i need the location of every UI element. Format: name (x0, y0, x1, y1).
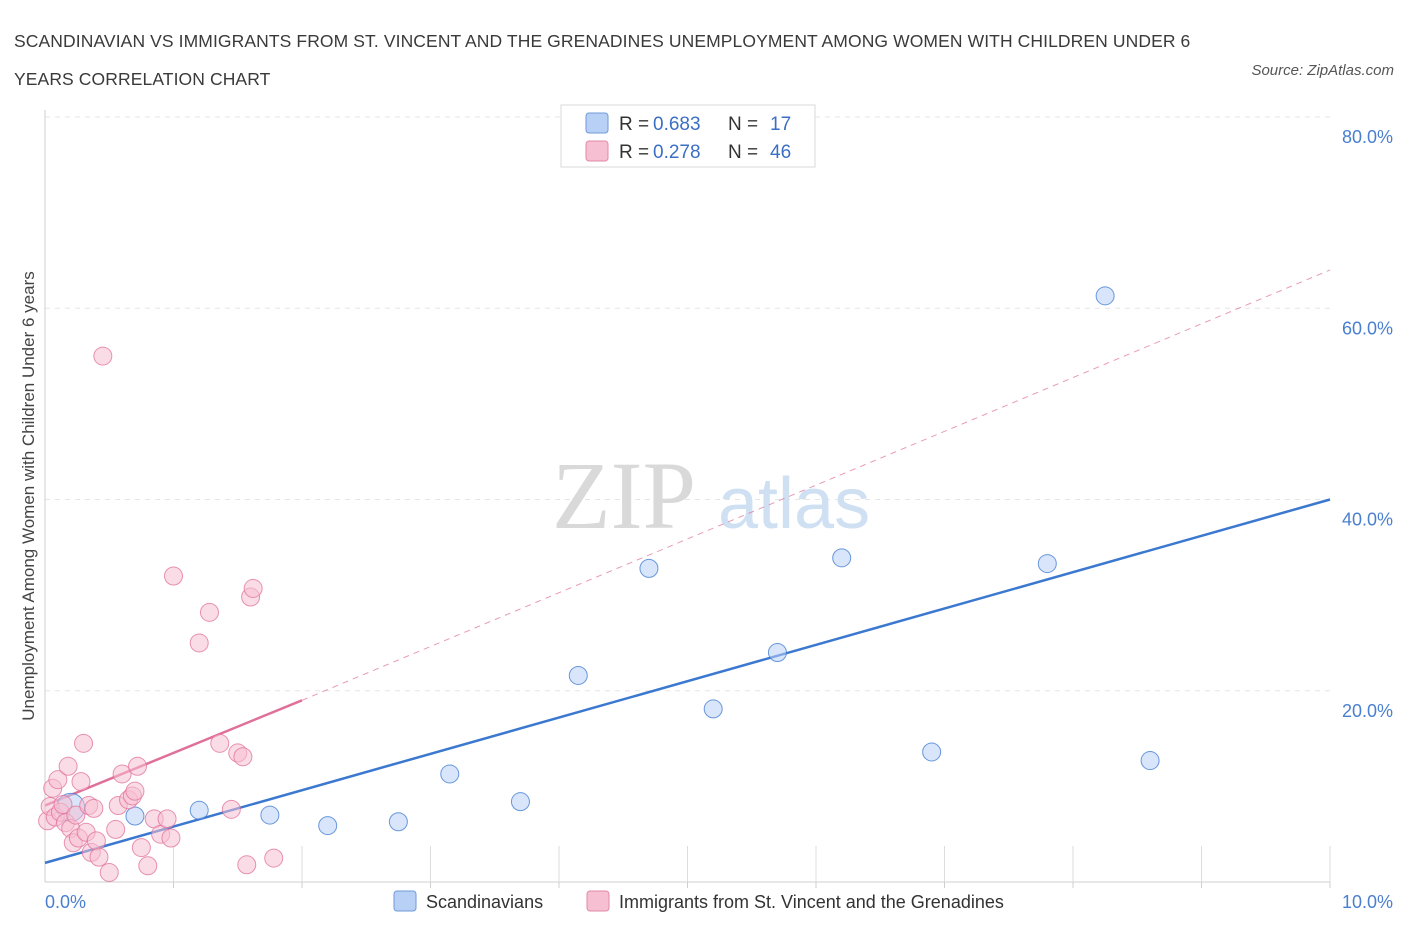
immigrant-point-45 (243, 578, 263, 598)
legend-box: R = 0.683 N = 17 R = 0.278 N = 46 (560, 104, 816, 168)
immigrant-point-43 (237, 855, 257, 875)
legend-r-value-2: 0.278 (653, 142, 701, 163)
x-ticks (173, 846, 1331, 888)
immigrant-point-28 (125, 781, 145, 801)
legend-r-value-1: 0.683 (653, 114, 701, 135)
scandinavian-point-16 (1140, 751, 1160, 771)
y-tick-labels: 20.0% 40.0% 60.0% 80.0% (1342, 127, 1393, 721)
scandinavian-point-5 (388, 812, 408, 832)
bottom-legend-label-immigrants: Immigrants from St. Vincent and the Gren… (619, 892, 1004, 912)
bottom-legend: Scandinavians Immigrants from St. Vincen… (393, 890, 1004, 912)
scandinavian-point-1 (125, 806, 145, 826)
scandinavian-point-9 (639, 558, 659, 578)
immigrant-point-30 (131, 838, 151, 858)
y-tick-label-20: 20.0% (1342, 701, 1393, 721)
immigrant-point-6 (53, 795, 73, 815)
scandinavian-point-13 (922, 742, 942, 762)
scandinavian-point-7 (510, 792, 530, 812)
immigrant-point-39 (210, 733, 230, 753)
watermark: ZIP atlas (552, 442, 870, 549)
legend-swatch-pink (585, 140, 609, 162)
immigrant-point-31 (138, 856, 158, 876)
immigrant-point-23 (106, 819, 126, 839)
legend-n-label-1: N = (728, 114, 758, 135)
immigrant-point-19 (86, 831, 106, 851)
trend-line-extension-1 (301, 269, 1331, 701)
immigrant-point-18 (84, 798, 104, 818)
bottom-legend-label-scandinavians: Scandinavians (426, 892, 543, 912)
y-tick-label-60: 60.0% (1342, 318, 1393, 338)
immigrant-point-21 (93, 346, 113, 366)
immigrant-point-20 (89, 847, 109, 867)
immigrant-point-4 (48, 770, 68, 790)
immigrant-point-37 (189, 633, 209, 653)
legend-r-label-2: R = (619, 142, 649, 163)
scandinavian-point-15 (1095, 286, 1115, 306)
scandinavian-point-12 (832, 548, 852, 568)
legend-n-value-1: 17 (770, 114, 791, 135)
immigrant-point-14 (74, 733, 94, 753)
legend-n-value-2: 46 (770, 142, 791, 163)
immigrant-point-11 (66, 805, 86, 825)
scandinavian-point-6 (440, 764, 460, 784)
scandinavian-point-14 (1037, 554, 1057, 574)
grid (45, 116, 1330, 692)
legend-r-label-1: R = (619, 114, 649, 135)
scandinavian-point-4 (318, 816, 338, 836)
scandinavian-point-10 (703, 699, 723, 719)
scandinavian-point-8 (568, 665, 588, 685)
bottom-legend-swatch-pink (586, 890, 610, 912)
watermark-atlas: atlas (718, 464, 870, 544)
immigrant-point-40 (221, 799, 241, 819)
source-label: Source: ZipAtlas.com (1251, 62, 1394, 79)
bottom-legend-swatch-blue (393, 890, 417, 912)
watermark-zip: ZIP (552, 442, 696, 549)
legend-swatch-blue (585, 112, 609, 134)
scandinavian-point-2 (189, 800, 209, 820)
trend-line-0 (44, 498, 1331, 865)
immigrant-point-22 (99, 862, 119, 882)
scandinavian-point-11 (767, 643, 787, 662)
immigrant-point-46 (264, 848, 284, 868)
scandinavian-point-3 (260, 805, 280, 825)
chart-title: SCANDINAVIAN VS IMMIGRANTS FROM ST. VINC… (14, 31, 1191, 89)
immigrant-point-34 (157, 809, 177, 829)
immigrant-point-42 (233, 747, 253, 767)
y-tick-label-80: 80.0% (1342, 127, 1393, 147)
y-tick-label-40: 40.0% (1342, 510, 1393, 530)
immigrant-point-25 (112, 764, 132, 784)
x-tick-label-min: 0.0% (45, 892, 86, 912)
immigrant-point-8 (58, 756, 78, 776)
immigrant-point-36 (164, 566, 183, 586)
legend-n-label-2: N = (728, 142, 758, 163)
immigrant-point-29 (128, 756, 148, 776)
immigrant-point-13 (71, 772, 91, 792)
data-points (38, 286, 1160, 882)
y-axis-label: Unemployment Among Women with Children U… (19, 271, 38, 720)
immigrant-point-35 (161, 828, 181, 848)
trend-lines (44, 269, 1331, 865)
immigrant-point-38 (199, 602, 219, 622)
x-tick-label-max: 10.0% (1342, 892, 1393, 912)
